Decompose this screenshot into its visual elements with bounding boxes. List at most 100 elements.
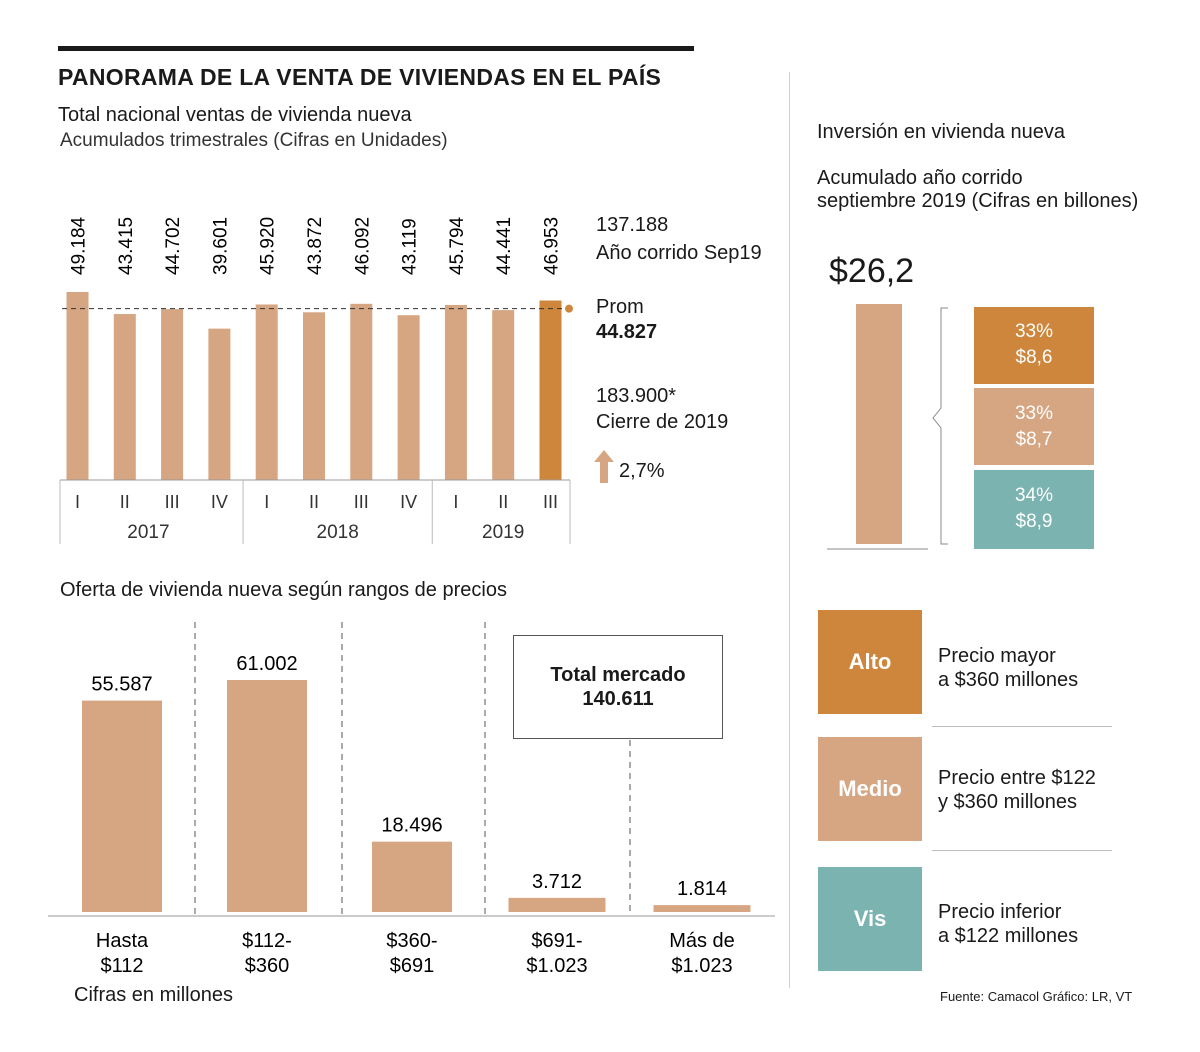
sales-bar bbox=[303, 312, 325, 480]
offer-value-label: 18.496 bbox=[381, 815, 442, 837]
segment-vis-value: $8,9 bbox=[1015, 511, 1053, 533]
sales-bar bbox=[539, 300, 562, 480]
legend-medio-desc1: Precio entre $122 bbox=[938, 767, 1096, 789]
arrow-up-icon bbox=[594, 450, 614, 483]
quarter-label: II bbox=[120, 492, 130, 512]
investment-total-bar bbox=[856, 304, 902, 544]
legend-divider bbox=[932, 850, 1112, 851]
legend-vis-desc2: a $122 millones bbox=[938, 925, 1079, 947]
ytd-value: 137.188 bbox=[596, 214, 669, 236]
bracket bbox=[932, 307, 948, 545]
offer-category-label: $360- bbox=[386, 930, 437, 952]
investment-note-line2: septiembre 2019 (Cifras en billones) bbox=[817, 190, 1139, 212]
offer-value-label: 61.002 bbox=[236, 653, 297, 675]
sales-value-label: 45.920 bbox=[258, 217, 279, 275]
sales-bar bbox=[208, 328, 231, 480]
sales-value-label: 39.601 bbox=[210, 217, 231, 275]
sales-bar bbox=[492, 310, 515, 480]
quarter-label: I bbox=[264, 492, 269, 512]
quarter-label: IV bbox=[400, 492, 417, 512]
year-label: 2019 bbox=[482, 522, 524, 543]
quarter-label: III bbox=[354, 492, 369, 512]
legend-alto-swatch: Alto bbox=[818, 610, 922, 714]
segment-medio-value: $8,7 bbox=[1015, 428, 1053, 450]
column-divider bbox=[789, 72, 790, 988]
offer-category-label: $1.023 bbox=[671, 955, 732, 977]
legend-medio-desc2: y $360 millones bbox=[938, 791, 1077, 813]
sales-value-label: 44.702 bbox=[163, 217, 184, 275]
offer-category-label: $112 bbox=[100, 955, 143, 977]
legend-medio-swatch: Medio bbox=[818, 737, 922, 841]
sales-value-label: 49.184 bbox=[69, 216, 90, 275]
legend-vis-desc1: Precio inferior bbox=[938, 901, 1062, 923]
sales-bar bbox=[444, 304, 467, 480]
segment-alto: 33% $8,6 bbox=[974, 307, 1094, 384]
offer-bar bbox=[508, 897, 606, 912]
sales-chart-note: Acumulados trimestrales (Cifras en Unida… bbox=[60, 130, 448, 151]
sales-bar bbox=[161, 309, 184, 480]
offer-category-label: $691- bbox=[531, 930, 582, 952]
investment-title: Inversión en vivienda nueva bbox=[817, 121, 1065, 143]
legend-alto-desc1: Precio mayor bbox=[938, 645, 1056, 667]
sales-bar bbox=[66, 292, 89, 480]
offer-value-label: 3.712 bbox=[532, 871, 582, 893]
ytd-label: Año corrido Sep19 bbox=[596, 242, 762, 264]
sales-value-label: 43.415 bbox=[116, 217, 137, 275]
legend-divider bbox=[932, 726, 1112, 727]
total-market-label: Total mercado bbox=[550, 664, 686, 686]
average-label: Prom bbox=[596, 296, 644, 318]
growth-value: 2,7% bbox=[619, 460, 665, 482]
legend-alto-desc2: a $360 millones bbox=[938, 669, 1079, 691]
offer-category-label: $1.023 bbox=[526, 955, 587, 977]
offer-category-label: $691 bbox=[390, 955, 435, 977]
quarter-label: III bbox=[543, 492, 558, 512]
segment-vis-percent: 34% bbox=[1014, 485, 1054, 507]
investment-chart bbox=[827, 304, 948, 550]
segment-medio-percent: 33% bbox=[1014, 402, 1054, 424]
year-label: 2018 bbox=[317, 522, 359, 543]
source-credit: Fuente: Camacol Gráfico: LR, VT bbox=[940, 989, 1133, 1004]
offer-category-label: $360 bbox=[245, 955, 290, 977]
sales-value-label: 46.953 bbox=[542, 217, 563, 275]
segment-vis: 34% $8,9 bbox=[974, 469, 1094, 549]
offer-bar bbox=[372, 841, 452, 912]
sales-bar bbox=[350, 303, 373, 480]
offer-category-label: Más de bbox=[669, 930, 735, 952]
offer-category-label: $112- bbox=[242, 930, 292, 952]
average-marker bbox=[565, 304, 573, 313]
segment-medio: 33% $8,7 bbox=[974, 387, 1094, 466]
offer-bar bbox=[82, 700, 162, 912]
investment-note-line1: Acumulado año corrido bbox=[817, 167, 1023, 189]
offer-bar bbox=[653, 905, 751, 912]
sales-bar bbox=[397, 315, 420, 480]
offer-value-label: 1.814 bbox=[677, 878, 727, 900]
sales-value-label: 46.092 bbox=[352, 217, 373, 275]
total-market-value: 140.611 bbox=[582, 688, 654, 710]
total-market-box: Total mercado 140.611 bbox=[513, 635, 723, 739]
sales-chart-title: Total nacional ventas de vivienda nueva bbox=[58, 104, 412, 126]
quarter-label: II bbox=[498, 492, 508, 512]
sales-value-label: 43.119 bbox=[400, 218, 421, 275]
offer-category-label: Hasta bbox=[96, 930, 149, 952]
investment-total: $26,2 bbox=[829, 252, 915, 290]
average-value: 44.827 bbox=[596, 321, 658, 343]
offer-bar-chart: 55.587 Hasta $112 61.002 $112- $360 18.496 $360… bbox=[48, 622, 775, 977]
sales-value-label: 43.872 bbox=[305, 217, 326, 275]
quarter-label: I bbox=[75, 492, 80, 512]
sales-bar bbox=[113, 314, 136, 480]
sales-value-label: 45.794 bbox=[447, 216, 468, 275]
offer-chart-title: Oferta de vivienda nueva según rangos de… bbox=[60, 579, 507, 601]
quarter-label: I bbox=[453, 492, 458, 512]
quarter-label: IV bbox=[211, 492, 228, 512]
title-rule bbox=[58, 46, 694, 51]
sales-bar bbox=[255, 304, 278, 480]
offer-units-note: Cifras en millones bbox=[74, 984, 233, 1006]
close-label: Cierre de 2019 bbox=[596, 411, 729, 433]
offer-value-label: 55.587 bbox=[91, 674, 152, 696]
sales-bar-chart: 49.184I43.415II44.702III39.601IV45.920I4… bbox=[59, 216, 573, 544]
close-value: 183.900* bbox=[596, 385, 677, 407]
quarter-label: II bbox=[309, 492, 319, 512]
segment-alto-percent: 33% bbox=[1014, 321, 1054, 343]
segment-alto-value: $8,6 bbox=[1015, 347, 1053, 369]
offer-bar bbox=[227, 680, 307, 912]
